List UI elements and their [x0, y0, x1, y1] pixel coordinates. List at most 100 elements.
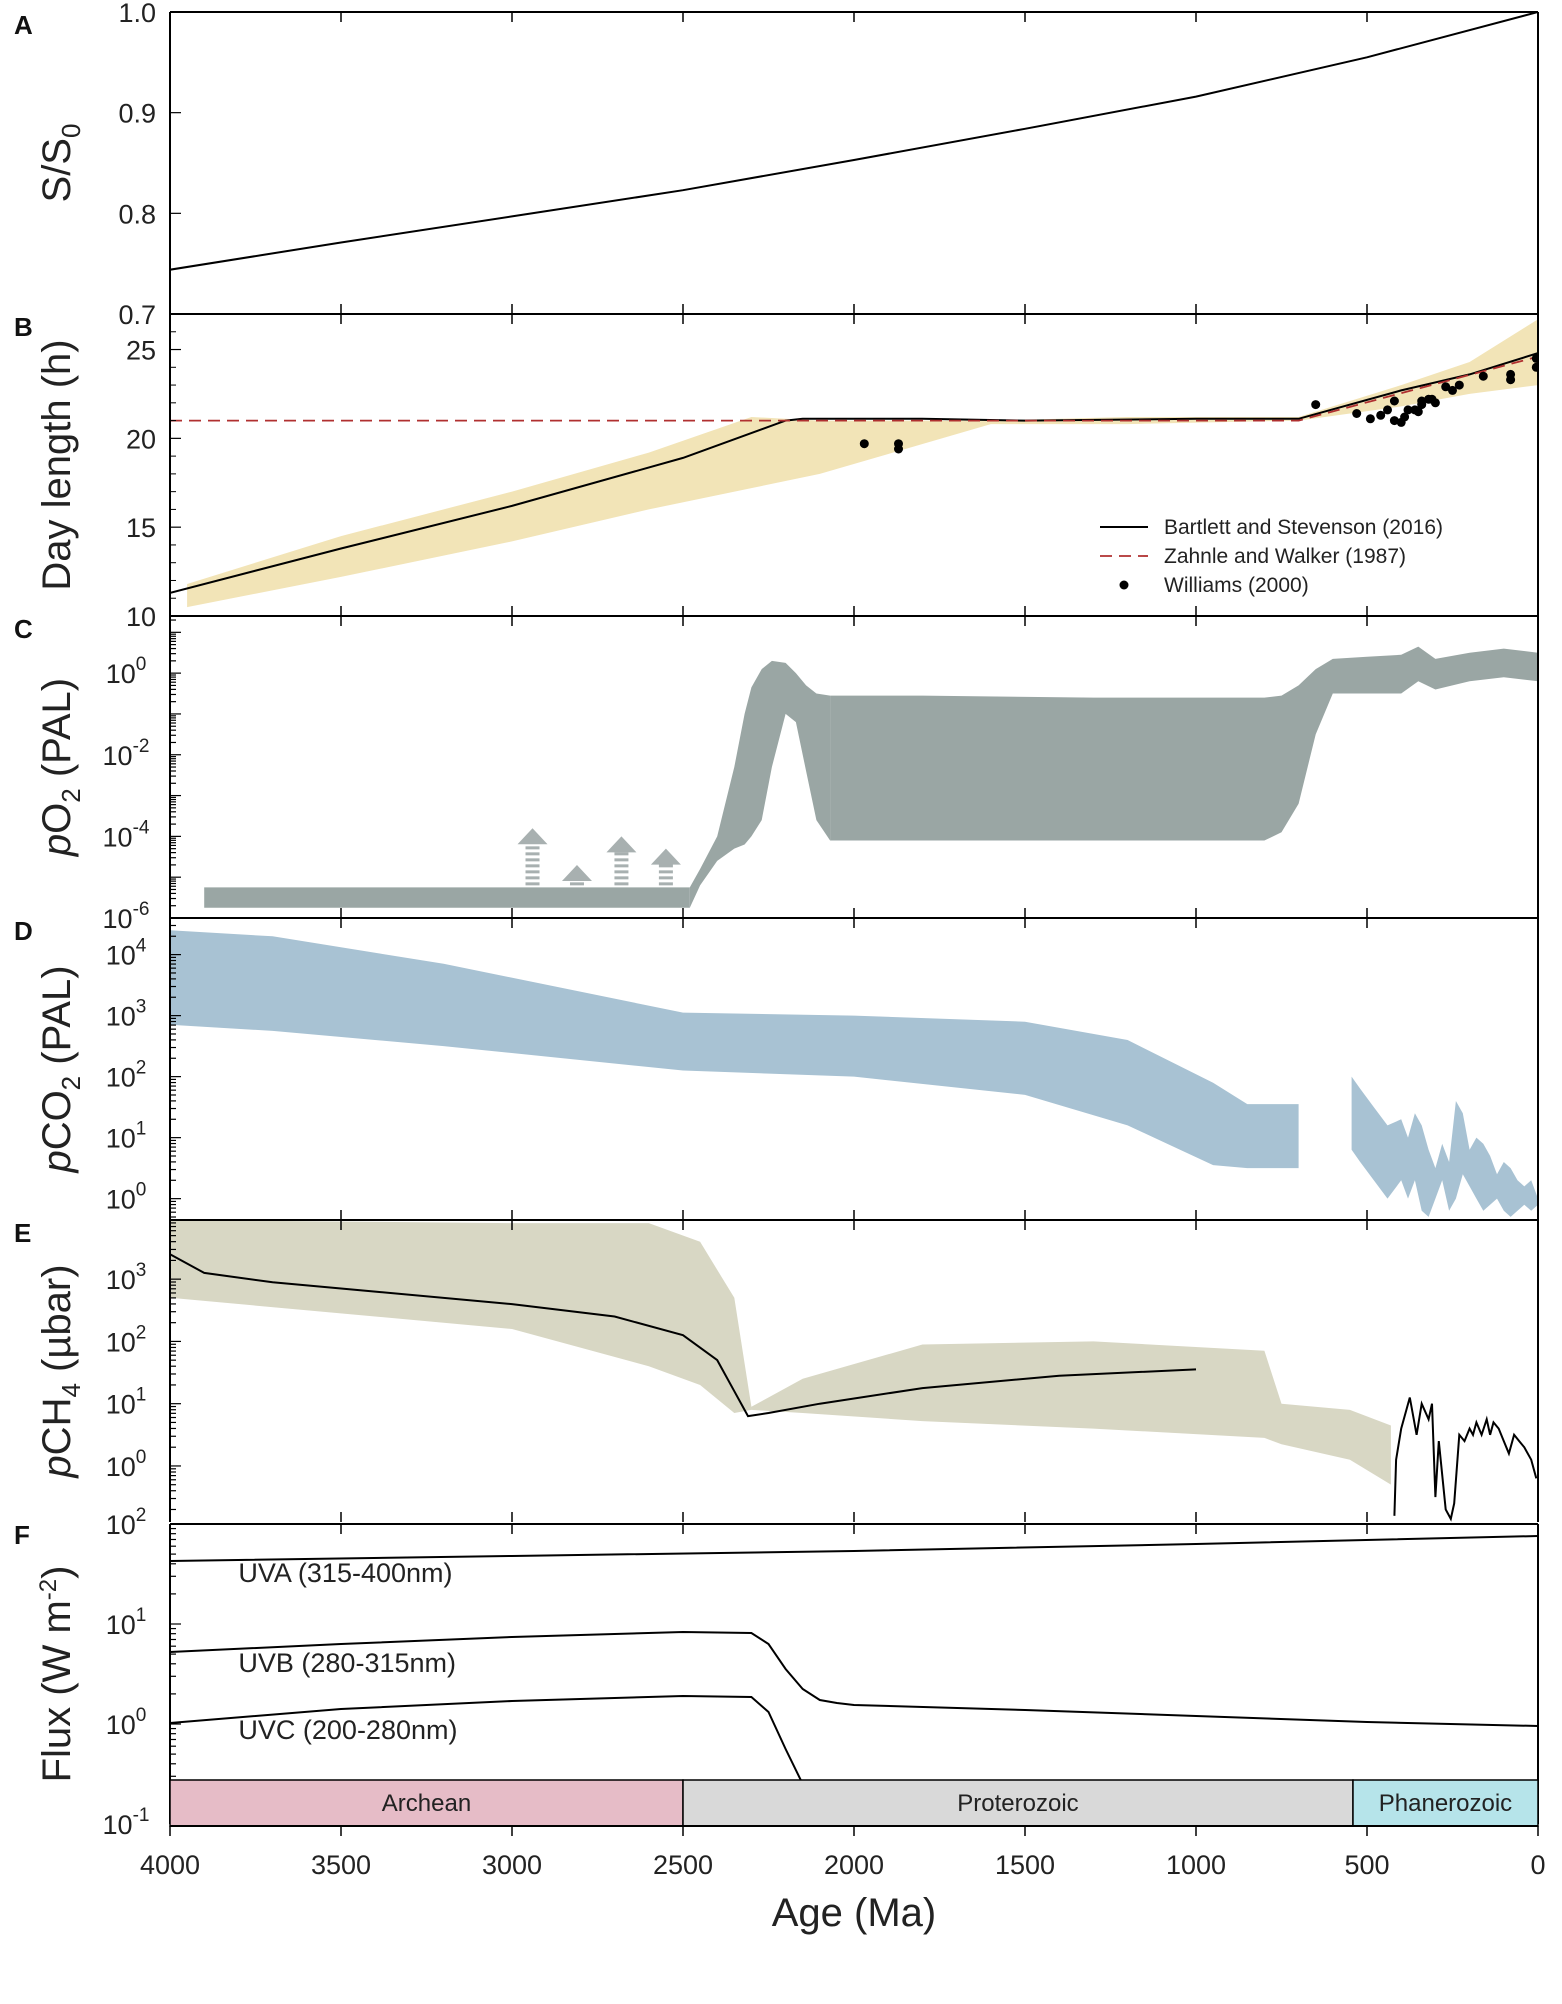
series-B-1 [170, 355, 1538, 422]
eon-label: Archean [382, 1790, 471, 1817]
arrow-dash [658, 876, 673, 880]
band-C-segment-0 [204, 887, 690, 908]
o2-whiff-arrow-2 [606, 836, 637, 886]
y-tick-label: 102 [106, 1505, 147, 1540]
williams-data-point [1441, 382, 1451, 392]
williams-data-point [1531, 353, 1538, 363]
williams-data-point [1478, 371, 1488, 381]
panel-E-plot [170, 1220, 1538, 1522]
legend-B: Bartlett and Stevenson (2016) Zahnle and … [1100, 516, 1443, 597]
arrow-dash [569, 882, 584, 886]
x-tick-label: 3000 [482, 1850, 542, 1880]
eon-label: Phanerozoic [1379, 1790, 1512, 1817]
williams-data-point [1531, 362, 1538, 372]
eon-timescale: Archean Proterozoic Phanerozoic [169, 1779, 1539, 1827]
y-tick-label: 0.7 [118, 300, 156, 330]
williams-data-point [1430, 398, 1440, 408]
williams-data-point [1400, 412, 1410, 422]
y-axis-label-F: Flux (W m-2) [35, 1566, 79, 1783]
uv-band-label: UVC (200-280nm) [238, 1715, 457, 1745]
y-tick-label: 15 [126, 513, 156, 543]
williams-data-point [1389, 396, 1399, 406]
panel-A-plot [170, 12, 1538, 271]
series-E-0 [170, 1253, 1197, 1418]
y-axis-label-E: pCH4 (µbar) [35, 1264, 86, 1478]
panel-label-C: C [14, 614, 33, 644]
legend-label: Williams (2000) [1164, 574, 1309, 597]
series-B-0 [170, 352, 1538, 594]
arrow-dash [614, 870, 629, 874]
uv-band-label: UVA (315-400nm) [238, 1558, 452, 1588]
y-tick-label: 0.9 [118, 99, 156, 129]
williams-data-point [894, 439, 903, 449]
x-axis-title: Age (Ma) [772, 1891, 937, 1935]
panel-C-plot [204, 646, 1538, 908]
arrow-dash [658, 882, 673, 886]
band-D-segment-1 [1351, 1076, 1538, 1217]
y-tick-label: 100 [106, 1447, 147, 1482]
panel-label-E: E [14, 1218, 31, 1248]
o2-whiff-arrow-0 [517, 828, 548, 886]
o2-whiff-arrow-1 [561, 864, 592, 886]
y-tick-label: 0.8 [118, 199, 156, 229]
williams-data-point [859, 439, 869, 449]
band-E [170, 1220, 1391, 1485]
williams-data-point [1365, 414, 1375, 424]
arrow-dash [614, 876, 629, 880]
y-tick-label: 20 [126, 424, 156, 454]
x-tick-label: 1000 [1166, 1850, 1226, 1880]
williams-data-point [1383, 405, 1392, 415]
arrow-dash [614, 882, 629, 886]
y-tick-label: 10-4 [103, 817, 150, 852]
williams-data-point [1311, 400, 1321, 410]
y-tick-label: 103 [106, 1260, 147, 1295]
series-F-1 [170, 1630, 1538, 1727]
eon-label: Proterozoic [957, 1790, 1078, 1817]
series-A-0 [170, 12, 1538, 271]
arrow-dash [525, 876, 540, 880]
series-E-1 [1393, 1397, 1538, 1522]
eon-proterozoic [682, 1779, 1354, 1827]
arrow-dash [525, 858, 540, 862]
x-tick-label: 4000 [140, 1850, 200, 1880]
uv-band-label: UVB (280-315nm) [238, 1648, 456, 1678]
arrow-head [650, 848, 681, 865]
arrow-dash [614, 864, 629, 868]
x-tick-label: 3500 [311, 1850, 371, 1880]
williams-data-point [1417, 396, 1427, 406]
band-B [187, 319, 1538, 608]
y-tick-label: 102 [106, 1058, 147, 1093]
y-tick-label: 101 [106, 1119, 147, 1154]
series-F-0 [170, 1535, 1538, 1562]
panel-label-A: A [14, 10, 33, 40]
y-axis-label-B: Day length (h) [35, 339, 79, 590]
williams-data-point [1454, 380, 1464, 390]
eon-phanerozoic [1352, 1779, 1539, 1827]
arrow-dash [525, 846, 540, 850]
williams-data-point [1352, 409, 1362, 418]
y-tick-label: 100 [106, 1705, 147, 1740]
arrow-head [561, 864, 592, 881]
arrow-dash [525, 852, 540, 856]
arrow-dash [525, 864, 540, 868]
arrow-dash [525, 870, 540, 874]
y-tick-label: 103 [106, 997, 147, 1032]
panel-label-D: D [14, 916, 33, 946]
arrow-head [517, 828, 548, 845]
y-tick-label: 102 [106, 1322, 147, 1357]
y-axis-label-C: pO2 (PAL) [35, 678, 86, 857]
arrow-dash [614, 858, 629, 862]
y-tick-label: 100 [106, 654, 147, 689]
y-tick-label: 1.0 [118, 0, 156, 28]
panel-label-F: F [14, 1520, 30, 1550]
legend-swatch-williams [1119, 580, 1129, 590]
band-C-segment-2 [830, 646, 1538, 841]
y-tick-label: 10 [126, 602, 156, 632]
arrow-dash [525, 882, 540, 886]
arrow-dash [614, 852, 629, 856]
y-tick-label: 10-2 [103, 736, 150, 771]
